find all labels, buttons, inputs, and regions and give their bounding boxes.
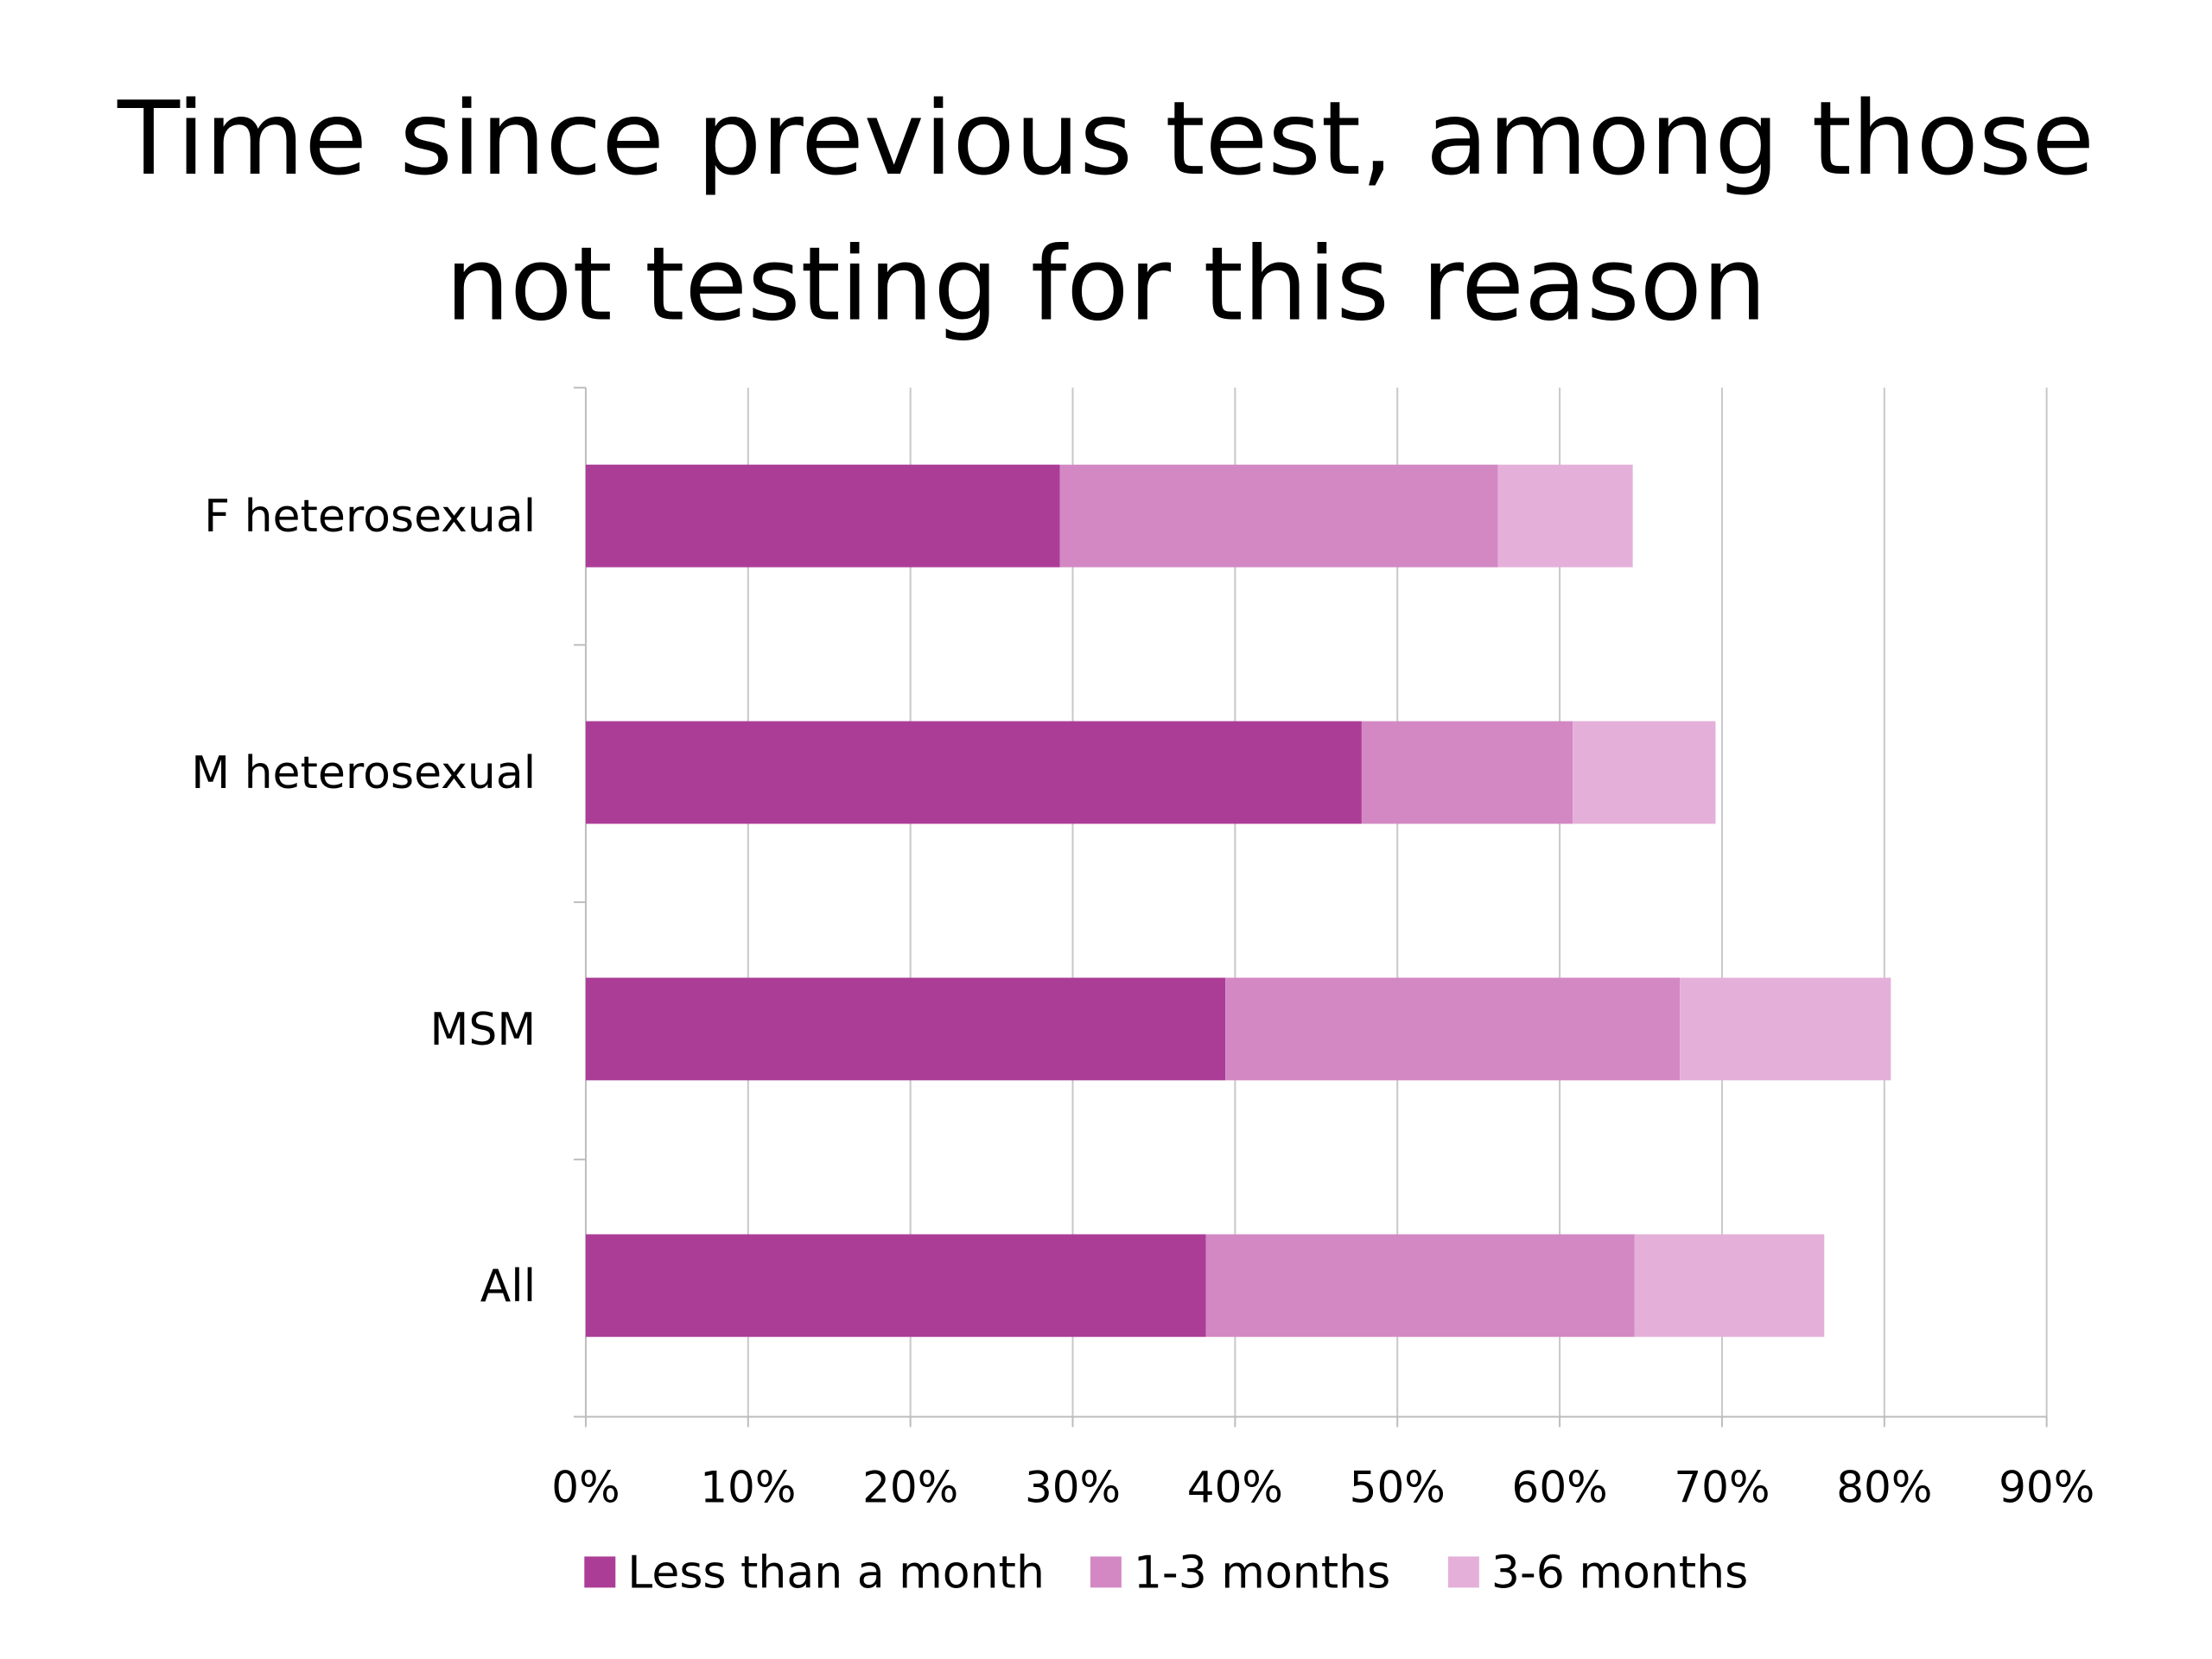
x-tick-label: 50%	[1350, 1463, 1446, 1513]
bar-segment	[1059, 464, 1498, 568]
x-tick-label: 0%	[551, 1463, 620, 1513]
chart-title: Time since previous test, among those not…	[117, 79, 2094, 343]
bar-segment	[585, 464, 1060, 568]
legend-swatch	[584, 1556, 616, 1588]
category-label: F heterosexual	[204, 491, 536, 543]
bar-segment	[1205, 1234, 1635, 1338]
x-tick-label: 60%	[1512, 1463, 1608, 1513]
bar-segment	[585, 1234, 1206, 1338]
x-tick-label: 80%	[1836, 1463, 1932, 1513]
chart-title-line: Time since previous test, among those	[117, 79, 2094, 198]
category-label: All	[480, 1261, 536, 1313]
bar-segment	[1680, 977, 1891, 1081]
x-tick-labels: 0% 10% 20% 30% 40% 50% 60% 70% 80% 90%	[551, 1463, 2094, 1513]
bar-segment	[1225, 977, 1681, 1081]
x-tick-label: 90%	[1999, 1463, 2094, 1513]
bar-segment	[1361, 721, 1573, 824]
category-label: MSM	[429, 1004, 536, 1056]
legend-swatch	[1447, 1556, 1479, 1588]
bars	[585, 464, 1891, 1338]
legend: Less than a month 1-3 months 3-6 months	[584, 1547, 1748, 1599]
category-labels: F heterosexual M heterosexual MSM All	[191, 491, 536, 1313]
bar-segment	[1634, 1234, 1825, 1338]
legend-label: Less than a month	[627, 1547, 1045, 1599]
category-label: M heterosexual	[191, 747, 536, 799]
x-tick-label: 30%	[1025, 1463, 1121, 1513]
bar-segment	[585, 977, 1226, 1081]
chart-title-line: not testing for this reason	[445, 224, 1766, 343]
legend-label: 1-3 months	[1134, 1547, 1390, 1599]
bar-segment	[1497, 464, 1633, 568]
x-tick-label: 70%	[1674, 1463, 1770, 1513]
bar-segment	[585, 721, 1362, 824]
legend-swatch	[1090, 1556, 1122, 1588]
x-tick-label: 20%	[862, 1463, 958, 1513]
x-tick-label: 10%	[700, 1463, 796, 1513]
legend-label: 3-6 months	[1491, 1547, 1748, 1599]
bar-segment	[1573, 721, 1716, 824]
x-tick-label: 40%	[1187, 1463, 1283, 1513]
